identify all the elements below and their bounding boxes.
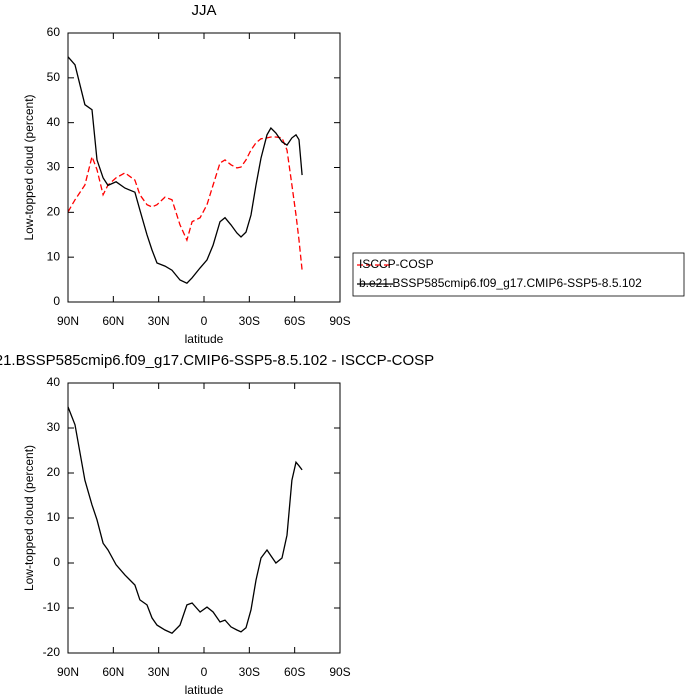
y-tick-label: 30 (47, 160, 61, 174)
chart-title: b.e21.BSSP585cmip6.f09_g17.CMIP6-SSP5-8.… (0, 352, 434, 369)
y-axis-label: Low-topped cloud (percent) (22, 94, 36, 240)
y-tick-label: 40 (47, 375, 61, 389)
y-tick-label: 60 (47, 25, 61, 39)
plot-frame (67, 32, 341, 303)
x-axis-label: latitude (185, 332, 224, 346)
x-tick-label: 60S (284, 665, 305, 679)
chart-title: JJA (191, 2, 216, 19)
x-tick-label: 0 (201, 314, 208, 328)
y-tick-label: 0 (53, 555, 60, 569)
x-tick-label: 30S (239, 314, 260, 328)
x-tick-label: 30N (148, 314, 170, 328)
y-tick-label: 10 (47, 510, 61, 524)
series-line (67, 56, 303, 284)
legend-label: b.e21.BSSP585cmip6.f09_g17.CMIP6-SSP5-8.… (359, 276, 642, 290)
x-tick-label: 90N (57, 665, 79, 679)
x-tick-label: 60S (284, 314, 305, 328)
x-tick-label: 90S (329, 665, 350, 679)
x-tick-label: 30N (148, 665, 170, 679)
x-tick-label: 60N (102, 665, 124, 679)
y-tick-label: 30 (47, 420, 61, 434)
plot-frame (67, 382, 341, 654)
y-tick-label: 10 (47, 249, 61, 263)
x-tick-label: 30S (239, 665, 260, 679)
y-tick-label: 40 (47, 115, 61, 129)
x-tick-label: 90N (57, 314, 79, 328)
legend-label: ISCCP-COSP (359, 257, 434, 271)
y-tick-label: 20 (47, 205, 61, 219)
y-tick-label: 20 (47, 465, 61, 479)
x-tick-label: 0 (201, 665, 208, 679)
y-tick-label: -20 (43, 645, 61, 659)
y-tick-label: -10 (43, 600, 61, 614)
y-axis-label: Low-topped cloud (percent) (22, 445, 36, 591)
series-line (67, 406, 303, 634)
y-tick-label: 50 (47, 70, 61, 84)
x-axis-label: latitude (185, 683, 224, 697)
legend-box (352, 252, 685, 297)
series-line (67, 136, 303, 271)
x-tick-label: 60N (102, 314, 124, 328)
y-tick-label: 0 (53, 294, 60, 308)
x-tick-label: 90S (329, 314, 350, 328)
